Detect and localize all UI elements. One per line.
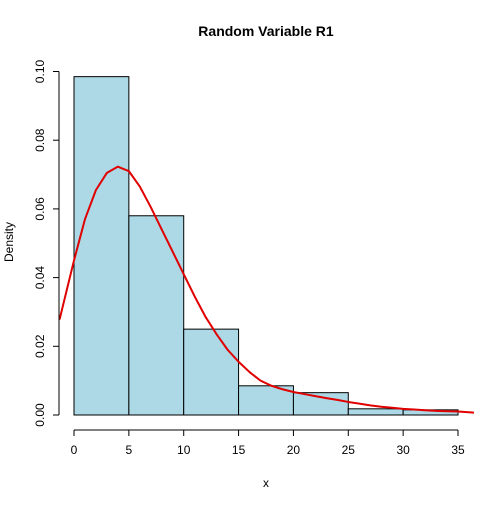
density-curve-layer xyxy=(59,165,474,414)
histogram-bar-0 xyxy=(73,76,130,416)
histogram-bar-4 xyxy=(292,392,349,416)
x-tick-label-0: 0 xyxy=(71,443,78,457)
y-tick-label-2: 0.04 xyxy=(33,266,47,290)
y-axis-label: Density xyxy=(2,222,16,262)
y-tick-label-4: 0.08 xyxy=(33,128,47,152)
x-tick-label-6: 30 xyxy=(396,443,410,457)
histogram-bar-1 xyxy=(128,215,185,416)
y-tick-label-1: 0.02 xyxy=(33,334,47,358)
x-tick-label-3: 15 xyxy=(232,443,246,457)
x-axis: 0 5 10 15 20 25 30 35 xyxy=(71,429,465,457)
x-tick-label-1: 5 xyxy=(126,443,133,457)
histogram-bars xyxy=(73,76,459,416)
density-curve xyxy=(59,165,474,414)
chart-title: Random Variable R1 xyxy=(198,23,334,39)
x-axis-label: x xyxy=(263,476,269,490)
x-tick-label-2: 10 xyxy=(177,443,191,457)
x-tick-label-5: 25 xyxy=(342,443,356,457)
y-axis: 0.00 0.02 0.04 0.06 0.08 0.10 xyxy=(33,59,60,427)
histogram-bar-2 xyxy=(183,328,240,416)
histogram-bar-5 xyxy=(347,408,404,416)
y-tick-label-3: 0.06 xyxy=(33,197,47,221)
y-tick-label-5: 0.10 xyxy=(33,59,47,83)
y-tick-label-0: 0.00 xyxy=(33,403,47,427)
x-tick-label-7: 35 xyxy=(451,443,465,457)
x-tick-label-4: 20 xyxy=(287,443,301,457)
